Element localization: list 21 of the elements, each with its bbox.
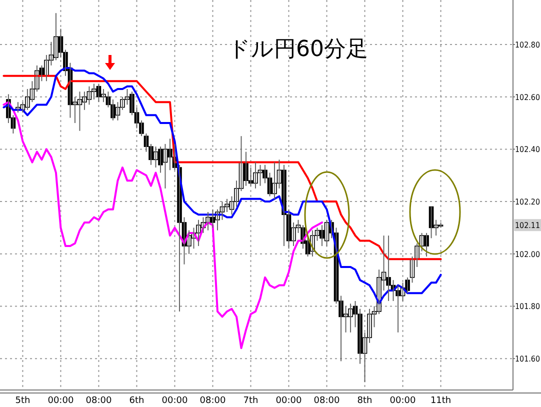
y-tick-label: 102.60 [515,92,541,102]
x-tick-label: 7th [243,396,258,406]
y-tick-label: 102.20 [515,198,541,207]
x-tick-label: 00:00 [162,396,188,406]
text: ドル円60分足 [228,37,368,62]
text: 102.11 [515,221,541,230]
y-tick-label: 102.00 [515,250,541,259]
x-tick-label: 00:00 [48,396,74,406]
y-tick-label: 102.40 [515,145,541,154]
y-tick-label: 101.80 [515,302,541,312]
x-tick-label: 00:00 [276,396,302,406]
x-tick-label: 5th [15,396,30,406]
y-tick-label: 101.60 [515,354,541,364]
x-tick-label: 6th [129,396,144,406]
x-tick-label: 08:00 [314,396,340,406]
x-tick-label: 00:00 [390,396,416,406]
x-tick-label: 8th [357,396,372,406]
x-tick-label: 08:00 [200,396,226,406]
x-tick-label: 08:00 [86,396,112,406]
x-tick-label: 11th [430,396,452,406]
y-tick-label: 102.80 [515,40,541,50]
